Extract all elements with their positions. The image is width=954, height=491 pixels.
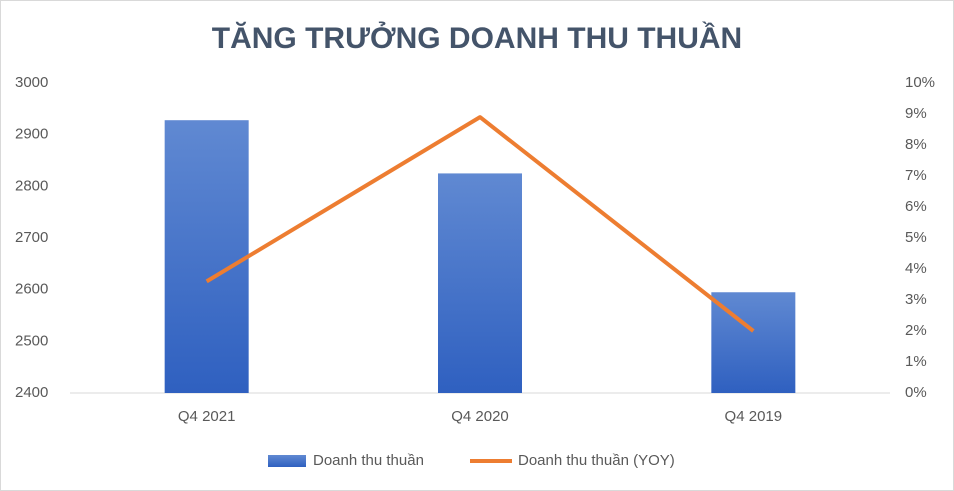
legend-swatch xyxy=(268,455,306,467)
x-tick-label: Q4 2021 xyxy=(178,408,236,425)
y2-tick-label: 0% xyxy=(905,384,927,401)
legend-label: Doanh thu thuần xyxy=(313,452,424,469)
y-tick-label: 2700 xyxy=(15,229,48,246)
x-tick-label: Q4 2020 xyxy=(451,408,509,425)
legend-label: Doanh thu thuần (YOY) xyxy=(518,452,675,469)
y2-tick-label: 4% xyxy=(905,260,927,277)
y2-tick-label: 3% xyxy=(905,291,927,308)
y-tick-label: 2900 xyxy=(15,126,48,143)
chart-title: TĂNG TRƯỞNG DOANH THU THUẦN xyxy=(212,21,742,55)
y2-tick-label: 7% xyxy=(905,167,927,184)
y2-tick-label: 1% xyxy=(905,353,927,370)
y-tick-label: 3000 xyxy=(15,74,48,91)
bar xyxy=(164,120,249,393)
y-tick-label: 2800 xyxy=(15,177,48,194)
y2-tick-label: 8% xyxy=(905,136,927,153)
y2-tick-label: 2% xyxy=(905,322,927,339)
x-tick-label: Q4 2019 xyxy=(725,408,783,425)
y-tick-label: 2500 xyxy=(15,332,48,349)
y2-tick-label: 5% xyxy=(905,229,927,246)
y-tick-label: 2400 xyxy=(15,384,48,401)
y-tick-label: 2600 xyxy=(15,281,48,298)
y2-tick-label: 6% xyxy=(905,198,927,215)
bar xyxy=(438,173,522,393)
y2-tick-label: 10% xyxy=(905,74,935,91)
line xyxy=(205,115,755,333)
y2-tick-label: 9% xyxy=(905,105,927,122)
